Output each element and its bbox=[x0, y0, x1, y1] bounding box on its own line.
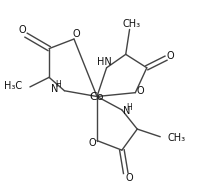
Text: O: O bbox=[136, 86, 144, 96]
Text: H: H bbox=[55, 80, 61, 89]
Text: O: O bbox=[88, 138, 96, 148]
Text: H₃C: H₃C bbox=[4, 81, 22, 91]
Text: Co: Co bbox=[90, 91, 104, 102]
Text: O: O bbox=[126, 173, 133, 183]
Text: HN: HN bbox=[97, 57, 112, 67]
Text: N: N bbox=[51, 84, 59, 94]
Text: H: H bbox=[127, 102, 132, 112]
Text: CH₃: CH₃ bbox=[122, 19, 141, 29]
Text: CH₃: CH₃ bbox=[168, 133, 186, 143]
Text: O: O bbox=[167, 51, 175, 61]
Text: O: O bbox=[72, 29, 80, 39]
Text: O: O bbox=[18, 25, 26, 35]
Text: N: N bbox=[123, 106, 130, 116]
